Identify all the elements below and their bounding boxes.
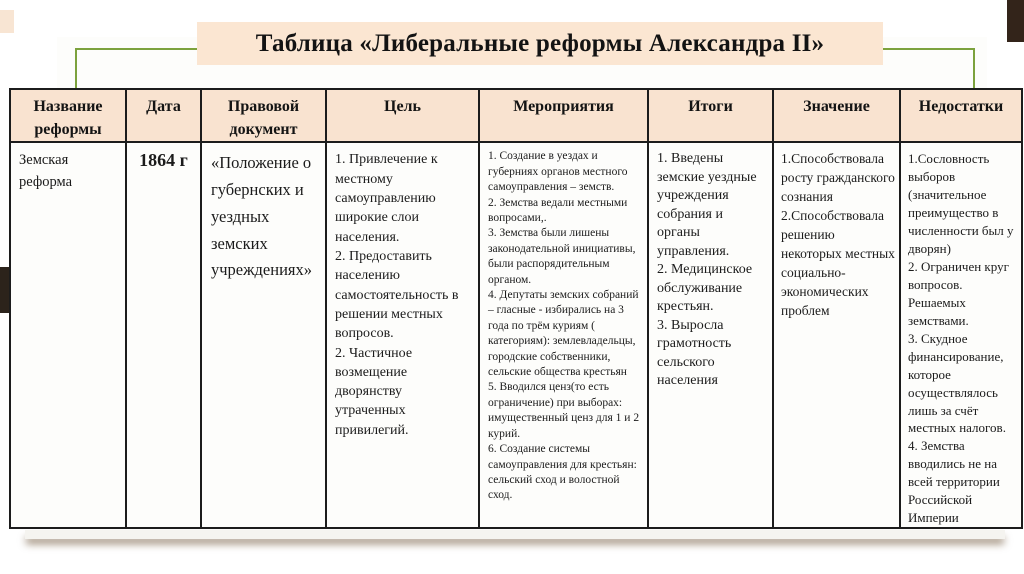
header-date: Дата: [125, 87, 202, 144]
cell-drawbacks: 1.Сословность выборов (значительное преи…: [899, 141, 1023, 530]
header-significance: Значение: [772, 87, 901, 144]
cell-reform-name: Земская реформа: [9, 141, 127, 530]
header-results: Итоги: [647, 87, 774, 144]
table-row: Земская реформа 1864 г «Положение о губе…: [9, 141, 1023, 530]
decor-top-right-strip: [1007, 0, 1024, 42]
decor-left-dark-block: [0, 267, 9, 313]
decor-top-left-square: [0, 10, 14, 33]
header-measures: Мероприятия: [478, 87, 649, 144]
cell-measures: 1. Создание в уездах и губерниях органов…: [478, 141, 649, 530]
header-drawbacks: Недостатки: [899, 87, 1023, 144]
header-goal: Цель: [325, 87, 480, 144]
table-header-row: Название реформы Дата Правовой документ …: [9, 87, 1023, 144]
slide-bottom-edge: [25, 530, 1005, 539]
slide-title: Таблица «Либеральные реформы Александра …: [255, 29, 825, 57]
cell-goal: 1. Привлечение к местному самоуправлению…: [325, 141, 480, 530]
header-reform-name: Название реформы: [9, 87, 127, 144]
cell-results: 1. Введены земские уездные учреждения со…: [647, 141, 774, 530]
reforms-table: Название реформы Дата Правовой документ …: [9, 87, 1023, 530]
header-legal-document: Правовой документ: [200, 87, 327, 144]
cell-legal-document: «Положение о губернских и уездных земски…: [200, 141, 327, 530]
cell-date: 1864 г: [125, 141, 202, 530]
cell-significance: 1.Способствовала росту гражданского созн…: [772, 141, 901, 530]
title-banner: Таблица «Либеральные реформы Александра …: [197, 22, 883, 65]
